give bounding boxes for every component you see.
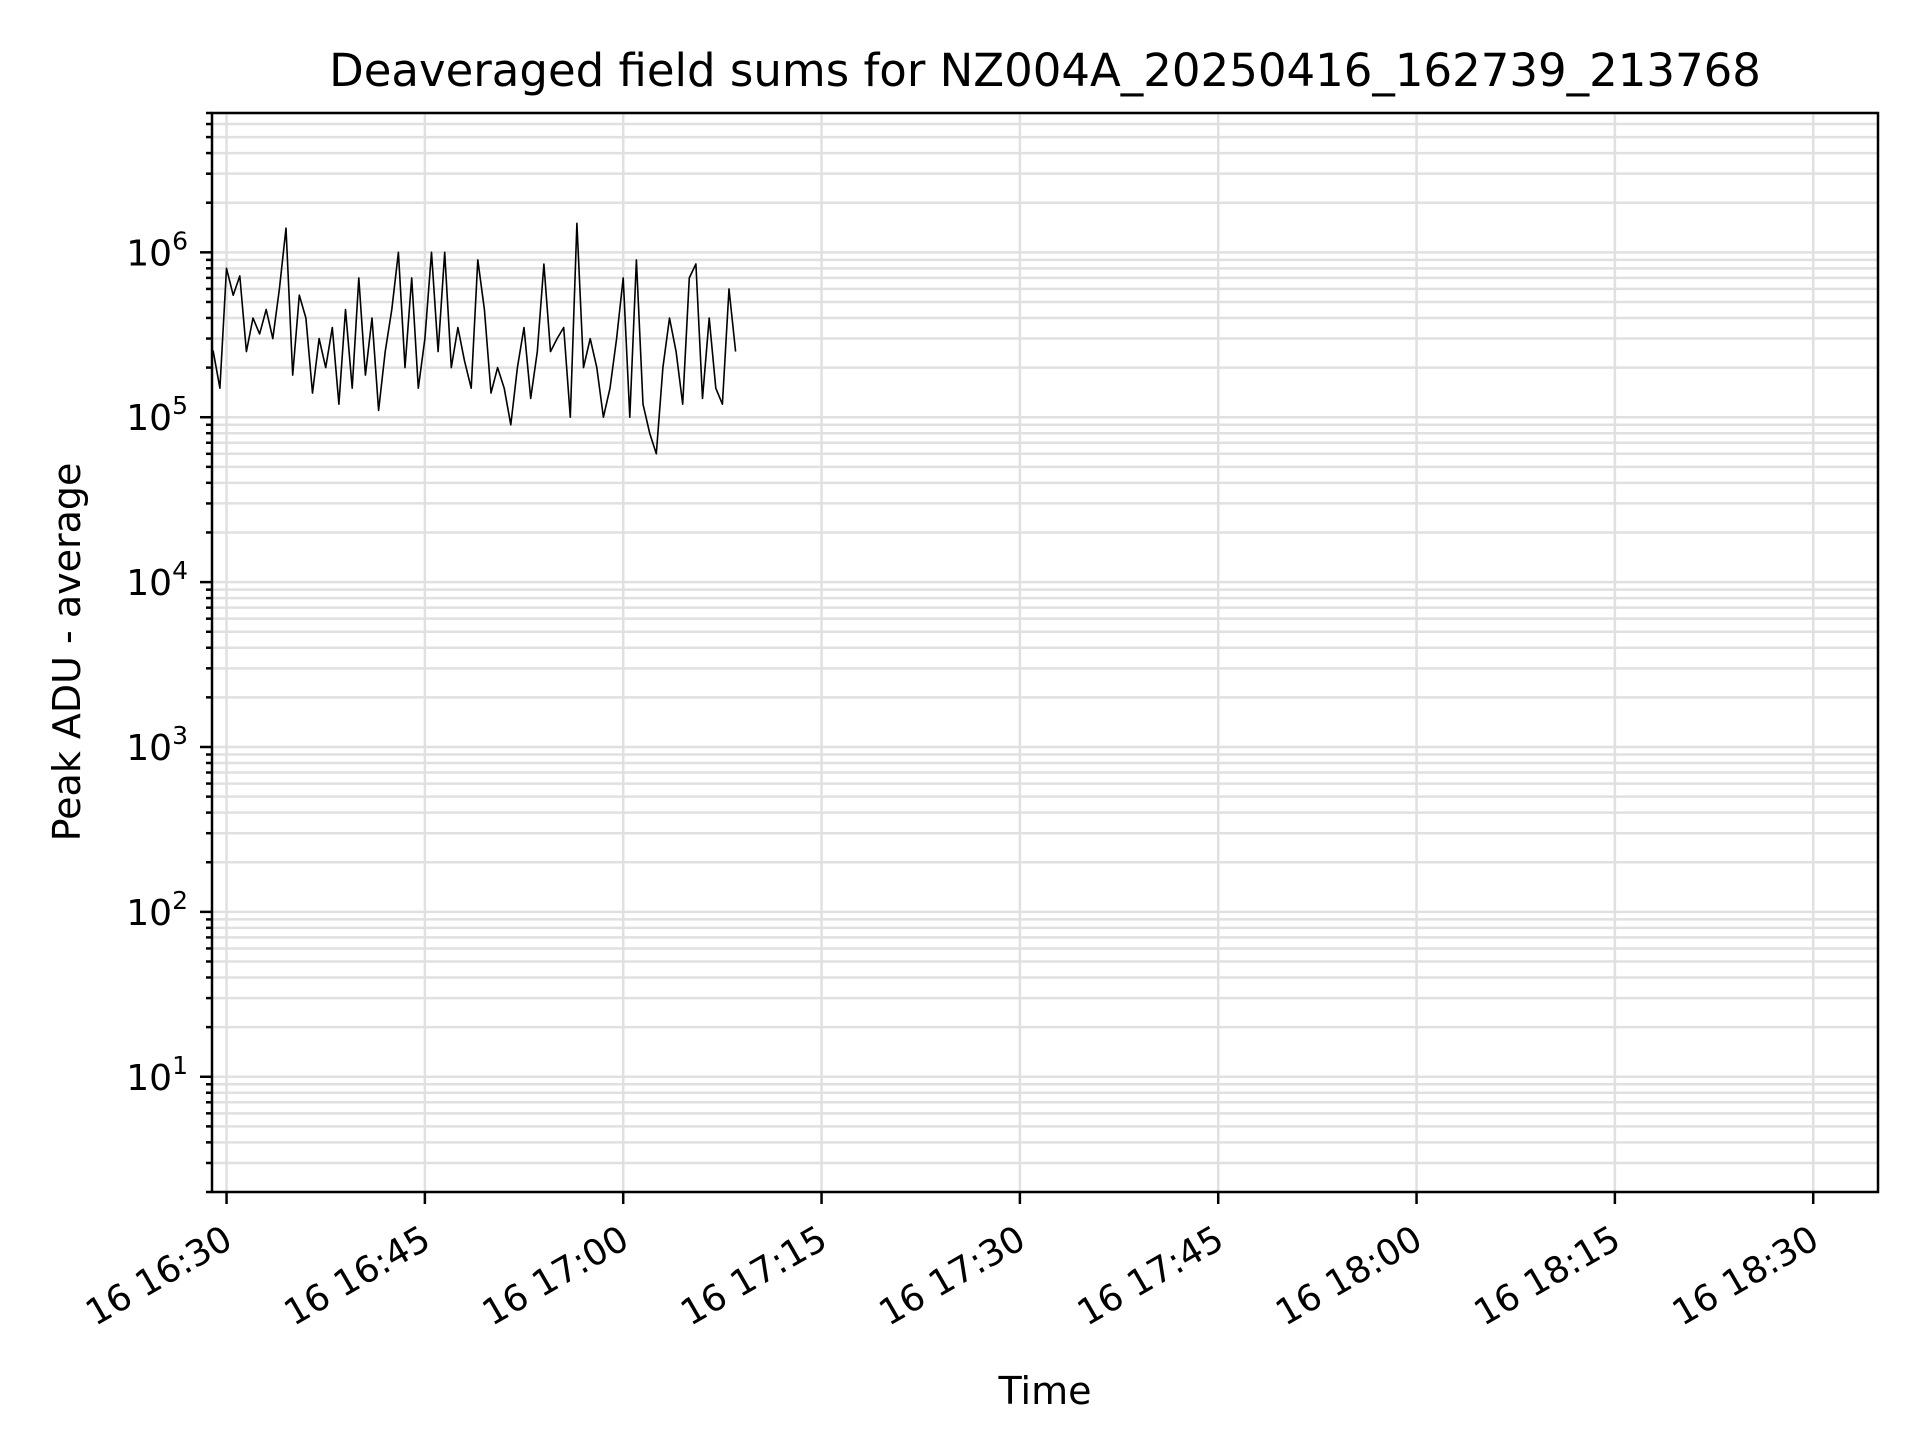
y-tick-label: 101 xyxy=(126,1051,188,1099)
y-tick-base: 10 xyxy=(126,728,172,769)
grid xyxy=(212,111,1878,1194)
y-tick-exponent: 2 xyxy=(172,886,188,915)
y-tick-exponent: 4 xyxy=(172,556,188,585)
series-line xyxy=(212,222,737,455)
y-tick-exponent: 3 xyxy=(172,721,188,750)
chart-title: Deaveraged field sums for NZ004A_2025041… xyxy=(329,44,1761,97)
y-tick-base: 10 xyxy=(126,398,172,439)
y-tick-base: 10 xyxy=(126,1058,172,1099)
y-tick-base: 10 xyxy=(126,233,172,274)
y-tick-base: 10 xyxy=(126,563,172,604)
y-axis-label: Peak ADU - average xyxy=(45,463,89,842)
x-axis-label: Time xyxy=(998,1369,1092,1413)
y-tick-label: 106 xyxy=(126,226,188,274)
y-tick-label: 103 xyxy=(126,721,188,769)
y-tick-label: 105 xyxy=(126,391,188,439)
y-tick-label: 104 xyxy=(126,556,188,604)
y-tick-exponent: 6 xyxy=(172,226,188,255)
y-tick-exponent: 5 xyxy=(172,391,188,420)
series-layer xyxy=(212,222,737,455)
y-tick-exponent: 1 xyxy=(172,1051,188,1080)
plot-frame xyxy=(210,111,1880,1194)
y-tick-label: 102 xyxy=(126,886,188,934)
y-tick-base: 10 xyxy=(126,893,172,934)
